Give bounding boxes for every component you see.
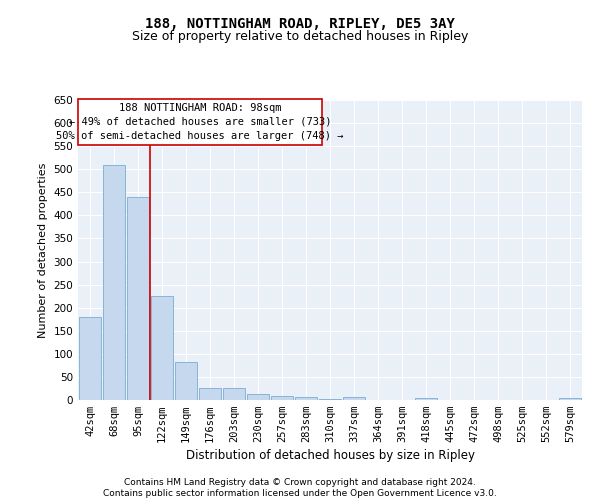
Bar xyxy=(79,317,101,400)
Bar xyxy=(199,388,221,400)
Bar xyxy=(127,197,149,400)
Bar xyxy=(559,398,581,400)
Bar xyxy=(295,397,317,400)
Text: Contains HM Land Registry data © Crown copyright and database right 2024.
Contai: Contains HM Land Registry data © Crown c… xyxy=(103,478,497,498)
X-axis label: Distribution of detached houses by size in Ripley: Distribution of detached houses by size … xyxy=(185,450,475,462)
Bar xyxy=(343,397,365,400)
Bar xyxy=(415,398,437,400)
Bar xyxy=(103,164,125,400)
Bar xyxy=(247,394,269,400)
Text: 188 NOTTINGHAM ROAD: 98sqm
← 49% of detached houses are smaller (733)
50% of sem: 188 NOTTINGHAM ROAD: 98sqm ← 49% of deta… xyxy=(56,103,344,141)
Y-axis label: Number of detached properties: Number of detached properties xyxy=(38,162,48,338)
Text: 188, NOTTINGHAM ROAD, RIPLEY, DE5 3AY: 188, NOTTINGHAM ROAD, RIPLEY, DE5 3AY xyxy=(145,18,455,32)
Text: Size of property relative to detached houses in Ripley: Size of property relative to detached ho… xyxy=(132,30,468,43)
Bar xyxy=(151,296,173,400)
Bar xyxy=(223,388,245,400)
FancyBboxPatch shape xyxy=(78,98,322,145)
Bar xyxy=(271,396,293,400)
Bar xyxy=(175,362,197,400)
Bar xyxy=(319,398,341,400)
